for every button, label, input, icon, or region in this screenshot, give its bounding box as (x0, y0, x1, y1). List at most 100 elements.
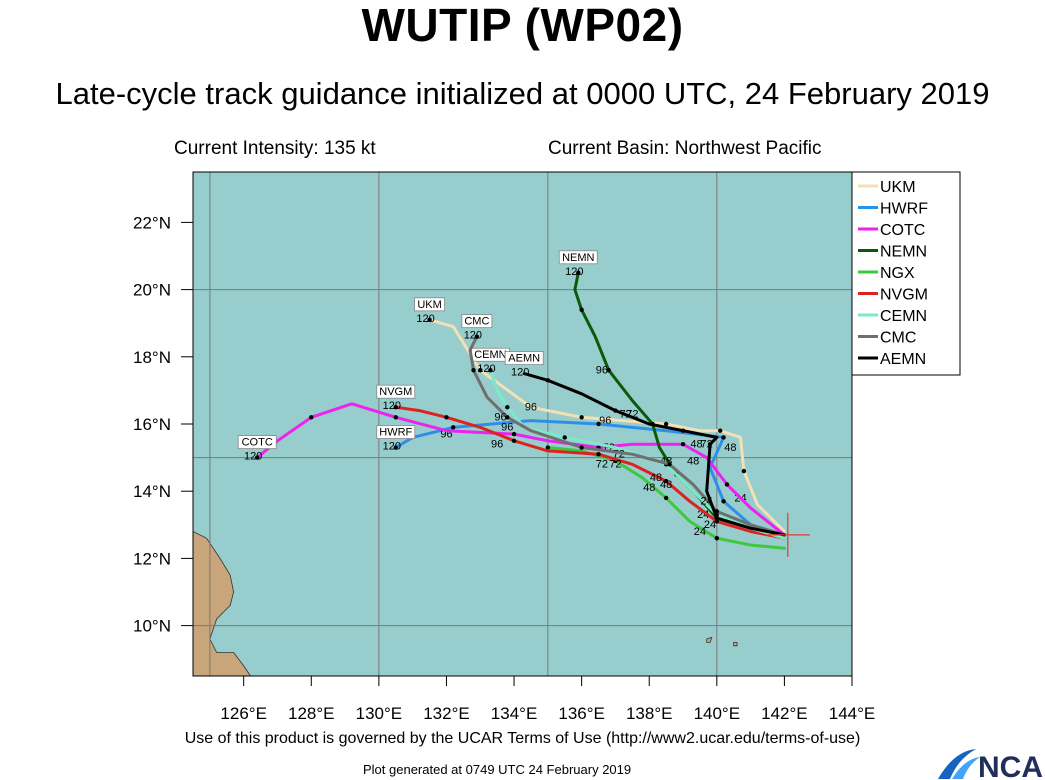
hour-label: 96 (596, 365, 608, 377)
hour-label: 24 (701, 496, 713, 508)
ncar-logo: NCAR (938, 749, 1045, 780)
current-basin: Current Basin: Northwest Pacific (548, 138, 822, 159)
end-hour-label: 120 (565, 266, 583, 278)
track-point (393, 405, 398, 410)
x-tick-label: 140°E (694, 704, 741, 723)
legend-label-nvgm: NVGM (880, 287, 928, 304)
track-point (579, 307, 584, 312)
y-tick-label: 10°N (133, 617, 171, 636)
x-tick-label: 126°E (220, 704, 267, 723)
plot-generated-timestamp: Plot generated at 0749 UTC 24 February 2… (363, 762, 632, 777)
terms-of-use: Use of this product is governed by the U… (184, 730, 861, 747)
end-label: NEMN (562, 252, 594, 264)
storm-layer (765, 512, 810, 557)
track-line (394, 419, 786, 537)
hour-label: 24 (704, 519, 716, 531)
hour-label: 24 (694, 526, 706, 538)
page-title: WUTIP (WP02) (361, 0, 684, 51)
track-point (663, 478, 669, 484)
land-luzon-samar (192, 530, 252, 677)
track-point (471, 368, 476, 373)
y-tick-label: 20°N (133, 281, 171, 300)
end-label-box (558, 250, 598, 265)
legend-label-cmc: CMC (880, 330, 916, 347)
hour-label: 72 (609, 459, 621, 471)
x-tick-label: 128°E (288, 704, 335, 723)
x-tick-label: 142°E (761, 704, 808, 723)
legend: UKM HWRF COTC NEMN NGX NVGM CEMN CMC AEMN (851, 171, 961, 376)
track-point (596, 421, 601, 427)
track-point (680, 441, 686, 447)
track-point (667, 462, 672, 467)
track-point (488, 368, 493, 373)
track-cotc: 72 COTC 120 (237, 402, 786, 537)
end-label-box (504, 351, 544, 366)
track-point (505, 415, 510, 420)
track-point (562, 435, 567, 440)
track-point (474, 334, 480, 339)
end-label-box (376, 384, 416, 399)
legend-label-hwrf: HWRF (880, 201, 928, 218)
end-hour-label: 120 (511, 367, 529, 379)
end-hour-label: 120 (244, 451, 262, 463)
track-point (721, 435, 726, 440)
end-hour-label: 120 (464, 330, 482, 342)
end-label: HWRF (379, 427, 412, 439)
land-micronesia-islet-a (706, 636, 713, 643)
end-label: COTC (242, 437, 273, 449)
track-point (511, 431, 517, 437)
x-tick-label: 138°E (626, 704, 673, 723)
x-tick-label: 132°E (423, 704, 470, 723)
track-point (596, 452, 601, 457)
track-point (478, 368, 483, 373)
track-point (576, 270, 581, 275)
track-point (393, 415, 398, 420)
end-label: CEMN (474, 349, 506, 361)
hour-label: 96 (525, 402, 537, 414)
track-point (714, 536, 720, 541)
track-point (444, 415, 449, 420)
hour-label: 48 (650, 472, 662, 484)
current-intensity: Current Intensity: 135 kt (174, 138, 376, 159)
x-tick-label: 136°E (558, 704, 605, 723)
track-point (613, 408, 618, 413)
hour-label: 72 (596, 459, 608, 471)
track-point (724, 482, 730, 487)
track-point (511, 438, 517, 443)
hour-label: 72 (701, 439, 713, 451)
track-point (393, 445, 398, 450)
page-subtitle: Late-cycle track guidance initialized at… (55, 76, 990, 111)
end-hour-label: 120 (416, 313, 434, 325)
track-point (451, 425, 456, 430)
hour-label: 48 (690, 439, 702, 451)
ncar-swoosh-icon (938, 749, 980, 779)
track-point (718, 428, 723, 433)
x-tick-label: 144°E (829, 704, 876, 723)
track-point (663, 495, 669, 501)
y-tick-label: 14°N (133, 482, 171, 501)
track-point (545, 378, 551, 383)
end-label: UKM (417, 299, 441, 311)
land-micronesia-islet-b (733, 642, 738, 647)
track-line (255, 402, 786, 537)
y-tick-label: 18°N (133, 348, 171, 367)
track-point (579, 445, 584, 450)
track-line (522, 372, 786, 537)
track-point (505, 405, 510, 410)
hour-label: 48 (643, 482, 655, 494)
end-label-box (461, 314, 493, 329)
track-point (579, 415, 584, 420)
track-point (721, 499, 726, 504)
track-point (309, 415, 314, 420)
end-hour-label: 120 (477, 363, 495, 375)
hour-label: 48 (687, 455, 699, 467)
track-point (545, 445, 551, 450)
x-tick-label: 134°E (491, 704, 538, 723)
track-hwrf: 24 48 96 HWRF 120 (376, 419, 786, 537)
legend-label-ukm: UKM (880, 179, 916, 196)
ncar-logo-text: NCAR (978, 751, 1045, 780)
